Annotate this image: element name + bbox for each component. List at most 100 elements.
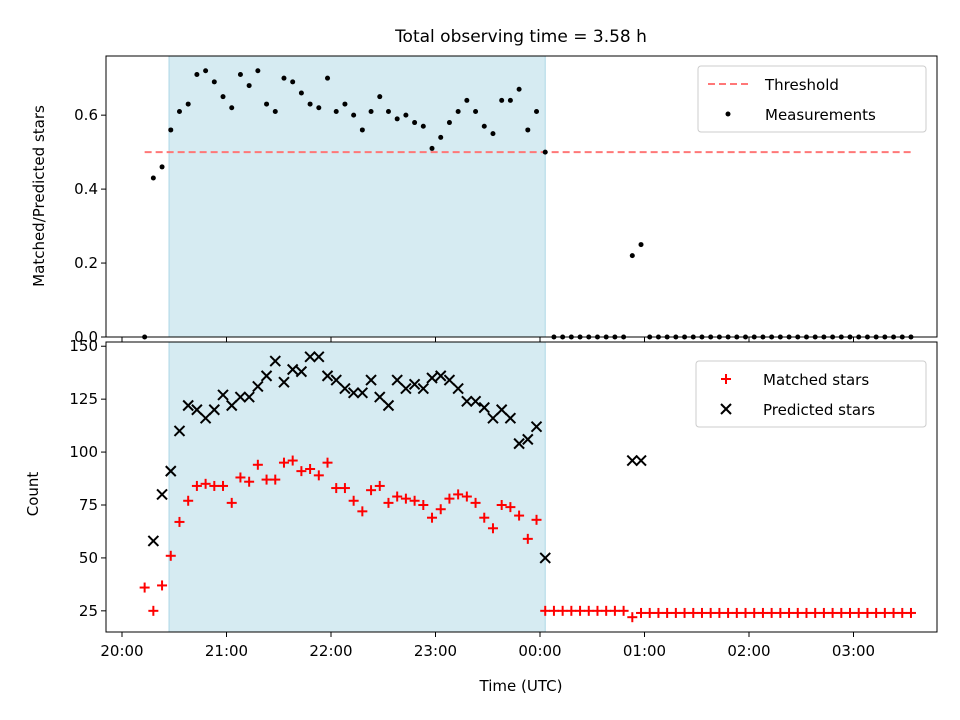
- matched-star-point: [644, 607, 655, 618]
- measurement-point: [168, 127, 174, 133]
- measurement-point: [377, 94, 383, 100]
- matched-star-point: [522, 533, 533, 544]
- measurement-point: [229, 105, 235, 111]
- matched-star-point: [148, 605, 159, 616]
- matched-star-point: [479, 512, 490, 523]
- measurement-point: [342, 101, 348, 107]
- measurement-point: [211, 79, 217, 85]
- measurement-point: [629, 253, 635, 259]
- predicted-star-point: [382, 399, 395, 412]
- ratio-y-axis-label: Matched/Predicted stars: [30, 105, 48, 287]
- matched-star-point: [383, 497, 394, 508]
- ratio-axes-frame: [105, 55, 938, 338]
- measurement-point: [255, 68, 261, 74]
- predicted-star-point: [156, 488, 168, 501]
- matched-star-point: [374, 480, 385, 491]
- predicted-star-point: [243, 391, 255, 403]
- y-tick-label: 125: [69, 390, 98, 408]
- matched-star-point: [784, 607, 795, 618]
- matched-star-point: [897, 607, 908, 618]
- predicted-star-point: [400, 382, 412, 395]
- predicted-star-point: [504, 412, 517, 424]
- matched-star-point: [540, 605, 551, 616]
- measurement-point: [203, 68, 209, 74]
- measurement-point: [507, 97, 513, 103]
- predicted-star-point: [260, 370, 273, 382]
- predicted-star-point: [147, 535, 160, 547]
- predicted-star-point: [191, 404, 203, 416]
- matched-star-point: [331, 483, 342, 494]
- matched-star-point: [583, 605, 594, 616]
- matched-star-point: [392, 491, 403, 502]
- predicted-star-point: [321, 370, 334, 382]
- predicted-star-point: [408, 378, 421, 391]
- matched-star-point: [879, 607, 890, 618]
- measurement-point: [298, 90, 304, 96]
- predicted-star-point: [478, 401, 490, 414]
- matched-star-point: [287, 455, 298, 466]
- matched-star-point: [435, 504, 446, 515]
- y-tick-label: 150: [69, 337, 98, 355]
- matched-star-point: [200, 478, 211, 489]
- matched-star-point: [749, 607, 760, 618]
- measurement-point: [429, 145, 435, 151]
- matched-star-point: [714, 607, 725, 618]
- predicted-star-point: [234, 391, 247, 403]
- matched-star-point: [818, 607, 829, 618]
- matched-star-point: [191, 480, 202, 491]
- measurement-point: [464, 97, 470, 103]
- measurement-point: [185, 101, 191, 107]
- observing-window-rect: [168, 341, 546, 633]
- measurement-point: [473, 108, 479, 114]
- predicted-star-point: [452, 382, 464, 395]
- matched-star-point: [418, 499, 429, 510]
- predicted-star-point: [330, 374, 342, 386]
- predicted-star-point: [522, 433, 534, 446]
- matched-star-point: [618, 605, 629, 616]
- matched-star-point: [862, 607, 873, 618]
- matched-star-point: [827, 607, 838, 618]
- predicted-star-point: [295, 365, 308, 378]
- x-tick-label: 21:00: [205, 642, 248, 660]
- count-legend: Matched stars Predicted stars: [695, 360, 927, 428]
- matched-star-point: [601, 605, 612, 616]
- ratio-legend: Threshold Measurements: [697, 65, 927, 133]
- measurement-point: [394, 116, 400, 122]
- x-tick-label: 02:00: [727, 642, 770, 660]
- matched-star-point: [845, 607, 856, 618]
- ratio-panel: 0.0 0.2 0.4 0.6 Matched/Predicted stars Thr…: [30, 55, 938, 346]
- measurement-point: [385, 108, 391, 114]
- measurement-point: [534, 108, 540, 114]
- predicted-star-point: [278, 376, 290, 388]
- measurement-point: [325, 75, 331, 81]
- matched-star-point: [470, 497, 481, 508]
- predicted-star-point: [304, 351, 316, 363]
- matched-star-point: [453, 489, 464, 500]
- x-axis-label: Time (UTC): [479, 677, 563, 695]
- matched-star-point: [670, 607, 681, 618]
- x-tick-label: 23:00: [414, 642, 457, 660]
- count-x-ticks: 20:00 21:00 22:00 23:00 00:00 01:00 02:00 03:00: [100, 632, 875, 660]
- chart-title: Total observing time = 3.58 h: [394, 27, 647, 47]
- measurement-point: [290, 79, 296, 85]
- predicted-star-point: [530, 420, 543, 433]
- measurement-point: [368, 108, 374, 114]
- matched-star-point: [531, 514, 542, 525]
- predicted-star-point: [347, 387, 360, 399]
- matched-star-point: [557, 605, 568, 616]
- x-tick-label: 20:00: [100, 642, 143, 660]
- ratio-x-ticks: [121, 337, 854, 342]
- matched-star-point: [696, 607, 707, 618]
- matched-star-point: [244, 476, 255, 487]
- matched-star-point: [705, 607, 716, 618]
- predicted-star-point: [286, 363, 299, 376]
- predicted-star-point: [626, 454, 639, 467]
- matched-star-point: [218, 480, 229, 491]
- count-y-ticks: 25 50 75 100 125 150: [69, 337, 106, 620]
- matched-star-point: [757, 607, 768, 618]
- predicted-star-point: [391, 374, 403, 386]
- predicted-star-point: [208, 404, 221, 416]
- predicted-star-point: [435, 370, 447, 382]
- predicted-star-point: [217, 389, 229, 401]
- matched-star-point: [792, 607, 803, 618]
